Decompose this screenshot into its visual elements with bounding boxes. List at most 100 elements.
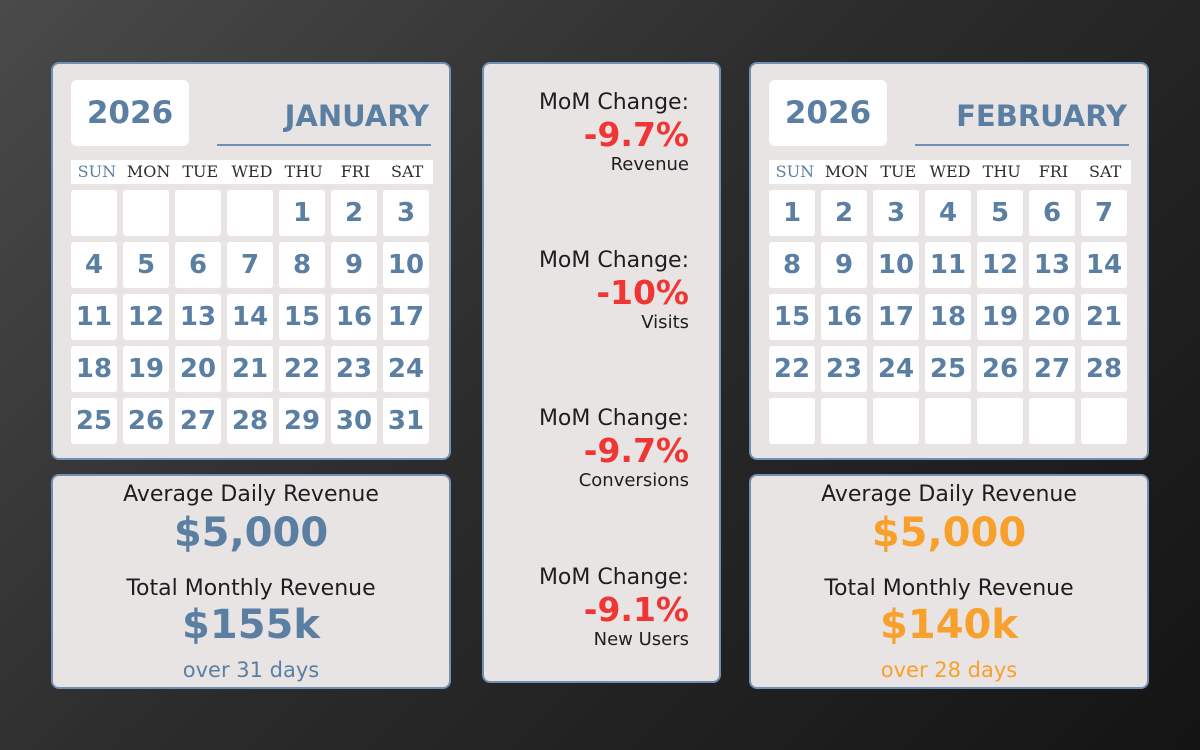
january-calendar: 2026 JANUARY SUN MON TUE WED THU FRI SAT… bbox=[51, 62, 451, 460]
calendar-day-cell[interactable]: 4 bbox=[925, 190, 971, 236]
calendar-day-cell[interactable]: 9 bbox=[821, 242, 867, 288]
calendar-day-cell[interactable]: 22 bbox=[279, 346, 325, 392]
calendar-day-cell[interactable]: 11 bbox=[925, 242, 971, 288]
january-summary: Average Daily Revenue $5,000 Total Month… bbox=[51, 474, 451, 689]
february-summary: Average Daily Revenue $5,000 Total Month… bbox=[749, 474, 1149, 689]
avg-daily-revenue-label: Average Daily Revenue bbox=[123, 482, 379, 507]
february-calendar: 2026 FEBRUARY SUN MON TUE WED THU FRI SA… bbox=[749, 62, 1149, 460]
weekday-label: TUE bbox=[880, 162, 917, 181]
calendar-day-cell[interactable]: 23 bbox=[821, 346, 867, 392]
calendar-day-cell[interactable]: 16 bbox=[331, 294, 377, 340]
calendar-day-cell[interactable]: 26 bbox=[123, 398, 169, 444]
january-year: 2026 bbox=[71, 80, 189, 146]
weekday-label: THU bbox=[284, 162, 323, 181]
calendar-day-cell[interactable]: 10 bbox=[873, 242, 919, 288]
weekday-label: SUN bbox=[775, 162, 815, 181]
calendar-day-cell[interactable]: 21 bbox=[227, 346, 273, 392]
mom-change-revenue: MoM Change: -9.7% Revenue bbox=[489, 90, 689, 176]
calendar-day-cell[interactable]: 25 bbox=[925, 346, 971, 392]
february-year: 2026 bbox=[769, 80, 887, 146]
calendar-empty-cell bbox=[1029, 398, 1075, 444]
calendar-day-cell[interactable]: 7 bbox=[1081, 190, 1127, 236]
calendar-day-cell[interactable]: 31 bbox=[383, 398, 429, 444]
total-monthly-revenue-value: $155k bbox=[182, 602, 320, 648]
calendar-day-cell[interactable]: 17 bbox=[873, 294, 919, 340]
calendar-empty-cell bbox=[977, 398, 1023, 444]
january-weekday-header: SUN MON TUE WED THU FRI SAT bbox=[71, 160, 433, 184]
total-monthly-revenue-label: Total Monthly Revenue bbox=[824, 576, 1074, 601]
february-weekday-header: SUN MON TUE WED THU FRI SAT bbox=[769, 160, 1131, 184]
calendar-day-cell[interactable]: 23 bbox=[331, 346, 377, 392]
calendar-day-cell[interactable]: 28 bbox=[227, 398, 273, 444]
mom-change-metric: New Users bbox=[593, 629, 689, 650]
calendar-day-cell[interactable]: 20 bbox=[175, 346, 221, 392]
calendar-day-cell[interactable]: 27 bbox=[175, 398, 221, 444]
calendar-day-cell[interactable]: 2 bbox=[331, 190, 377, 236]
calendar-day-cell[interactable]: 10 bbox=[383, 242, 429, 288]
calendar-day-cell[interactable]: 21 bbox=[1081, 294, 1127, 340]
calendar-day-cell[interactable]: 2 bbox=[821, 190, 867, 236]
calendar-day-cell[interactable]: 12 bbox=[123, 294, 169, 340]
calendar-day-cell[interactable]: 5 bbox=[123, 242, 169, 288]
calendar-day-cell[interactable]: 8 bbox=[769, 242, 815, 288]
calendar-day-cell[interactable]: 3 bbox=[383, 190, 429, 236]
calendar-day-cell[interactable]: 30 bbox=[331, 398, 377, 444]
calendar-day-cell[interactable]: 19 bbox=[123, 346, 169, 392]
calendar-day-cell[interactable]: 6 bbox=[175, 242, 221, 288]
calendar-day-cell[interactable]: 3 bbox=[873, 190, 919, 236]
calendar-day-cell[interactable]: 17 bbox=[383, 294, 429, 340]
weekday-label: MON bbox=[126, 162, 171, 181]
weekday-label: FRI bbox=[340, 162, 371, 181]
calendar-day-cell[interactable]: 26 bbox=[977, 346, 1023, 392]
calendar-day-cell[interactable]: 18 bbox=[71, 346, 117, 392]
calendar-day-cell[interactable]: 12 bbox=[977, 242, 1023, 288]
mom-change-value: -9.1% bbox=[583, 590, 689, 629]
february-day-grid: 1 2 3 4 5 6 7 8 9 10 11 12 13 14 15 16 17 18 19 20 21 22 23 24 2… bbox=[769, 190, 1131, 444]
calendar-day-cell[interactable]: 1 bbox=[279, 190, 325, 236]
calendar-day-cell[interactable]: 15 bbox=[279, 294, 325, 340]
calendar-day-cell[interactable]: 29 bbox=[279, 398, 325, 444]
mom-change-label: MoM Change: bbox=[538, 406, 689, 431]
calendar-day-cell[interactable]: 14 bbox=[227, 294, 273, 340]
calendar-day-cell[interactable]: 24 bbox=[873, 346, 919, 392]
calendar-day-cell[interactable]: 13 bbox=[1029, 242, 1075, 288]
january-month-title: JANUARY bbox=[217, 96, 431, 146]
calendar-day-cell[interactable]: 7 bbox=[227, 242, 273, 288]
calendar-day-cell[interactable]: 18 bbox=[925, 294, 971, 340]
avg-daily-revenue-value: $5,000 bbox=[173, 510, 329, 556]
calendar-day-cell[interactable]: 25 bbox=[71, 398, 117, 444]
calendar-day-cell[interactable]: 11 bbox=[71, 294, 117, 340]
calendar-day-cell[interactable]: 6 bbox=[1029, 190, 1075, 236]
calendar-day-cell[interactable]: 28 bbox=[1081, 346, 1127, 392]
mom-change-conversions: MoM Change: -9.7% Conversions bbox=[489, 406, 689, 492]
calendar-day-cell[interactable]: 16 bbox=[821, 294, 867, 340]
calendar-day-cell[interactable]: 20 bbox=[1029, 294, 1075, 340]
calendar-day-cell[interactable]: 14 bbox=[1081, 242, 1127, 288]
calendar-empty-cell bbox=[821, 398, 867, 444]
calendar-empty-cell bbox=[873, 398, 919, 444]
calendar-day-cell[interactable]: 27 bbox=[1029, 346, 1075, 392]
weekday-label: TUE bbox=[182, 162, 219, 181]
calendar-day-cell[interactable]: 9 bbox=[331, 242, 377, 288]
calendar-day-cell[interactable]: 4 bbox=[71, 242, 117, 288]
calendar-empty-cell bbox=[769, 398, 815, 444]
weekday-label: FRI bbox=[1038, 162, 1069, 181]
calendar-day-cell[interactable]: 15 bbox=[769, 294, 815, 340]
calendar-day-cell[interactable]: 19 bbox=[977, 294, 1023, 340]
mom-change-label: MoM Change: bbox=[538, 248, 689, 273]
weekday-label: SUN bbox=[77, 162, 117, 181]
weekday-label: MON bbox=[824, 162, 869, 181]
mom-change-value: -9.7% bbox=[583, 115, 689, 154]
calendar-day-cell[interactable]: 24 bbox=[383, 346, 429, 392]
mom-change-metric: Conversions bbox=[578, 470, 689, 491]
calendar-day-cell[interactable]: 5 bbox=[977, 190, 1023, 236]
total-monthly-revenue-value: $140k bbox=[880, 602, 1018, 648]
weekday-label: WED bbox=[231, 162, 273, 181]
mom-change-new-users: MoM Change: -9.1% New Users bbox=[489, 565, 689, 651]
calendar-empty-cell bbox=[123, 190, 169, 236]
calendar-day-cell[interactable]: 13 bbox=[175, 294, 221, 340]
calendar-day-cell[interactable]: 1 bbox=[769, 190, 815, 236]
calendar-day-cell[interactable]: 8 bbox=[279, 242, 325, 288]
calendar-day-cell[interactable]: 22 bbox=[769, 346, 815, 392]
weekday-label: THU bbox=[982, 162, 1021, 181]
